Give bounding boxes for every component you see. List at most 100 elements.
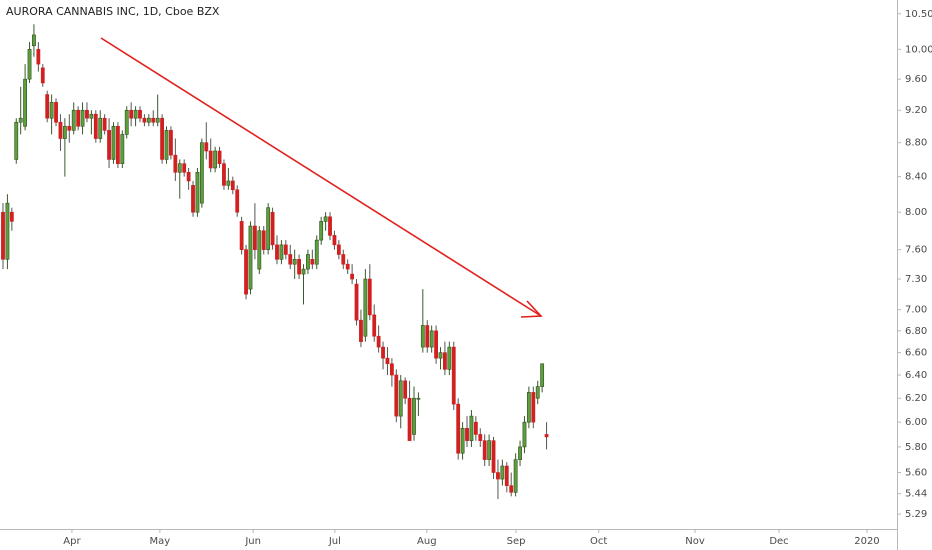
candle-body — [138, 109, 142, 119]
candle-body — [151, 117, 156, 123]
x-tick-label: Dec — [769, 536, 788, 547]
candle-body — [403, 380, 408, 399]
y-tick-label: 10.00 — [905, 44, 932, 55]
candle-body — [376, 335, 381, 348]
candle-body — [239, 221, 244, 250]
y-tick-label: 7.00 — [905, 305, 927, 316]
candle-body — [301, 268, 306, 275]
candle-body — [487, 440, 492, 460]
y-tick-label: 6.20 — [905, 393, 927, 404]
candle-body — [142, 117, 147, 123]
candle-body — [173, 154, 178, 173]
candle-body — [9, 211, 14, 222]
candle-body — [222, 163, 226, 186]
candle-body — [336, 244, 341, 255]
candle-body — [332, 235, 337, 246]
candle-body — [531, 392, 536, 423]
x-tick-label: Nov — [685, 536, 705, 547]
candle-body — [535, 386, 540, 399]
candle-body — [98, 117, 103, 139]
candle-body — [482, 440, 487, 460]
candle-body — [36, 49, 41, 65]
candle-body — [288, 254, 293, 265]
candle-body — [504, 465, 509, 486]
trend-arrow — [100, 37, 542, 317]
candle-body — [230, 180, 235, 191]
candle-body — [323, 216, 328, 222]
x-tick-label: Jul — [328, 536, 341, 547]
candle-body — [297, 259, 301, 275]
candle-body — [518, 446, 522, 460]
candle-body — [261, 230, 266, 250]
candle-body — [496, 472, 500, 480]
candle-body — [146, 117, 151, 123]
candle-body — [266, 207, 271, 250]
candle-body — [14, 121, 19, 160]
candle-body — [513, 459, 518, 493]
candle-body — [447, 346, 452, 370]
candle-body — [133, 109, 138, 119]
candle-body — [345, 263, 350, 270]
candle-body — [425, 325, 430, 348]
candle-body — [107, 130, 111, 160]
candle-body — [275, 244, 279, 260]
y-tick-label: 7.30 — [905, 274, 927, 285]
candle-body — [509, 485, 514, 493]
candle-body — [416, 397, 421, 400]
candle-body — [244, 249, 248, 295]
x-tick-label: Apr — [63, 536, 81, 547]
y-tick-label: 6.40 — [905, 370, 927, 381]
candle-body — [465, 427, 469, 441]
y-tick-label: 8.80 — [905, 138, 927, 149]
y-tick-label: 6.80 — [905, 326, 927, 337]
candle-body — [491, 440, 496, 473]
candle-body — [32, 34, 36, 47]
candle-body — [160, 117, 164, 160]
candle-body — [310, 259, 315, 265]
y-tick-label: 10.50 — [905, 9, 932, 20]
candle-body — [5, 202, 10, 260]
candle-body — [341, 254, 346, 265]
candle-body — [429, 330, 434, 348]
candle-body — [235, 189, 240, 213]
candle-body — [460, 427, 465, 454]
candle-body — [199, 142, 204, 204]
candle-body — [169, 130, 173, 156]
candle-body — [155, 117, 160, 123]
candle-body — [208, 150, 213, 169]
candle-body — [350, 273, 355, 280]
candle-body — [23, 78, 28, 127]
candle-body — [354, 283, 359, 321]
candle-body — [270, 211, 275, 246]
candle-body — [71, 109, 76, 131]
candle-body — [544, 434, 549, 438]
candle-body — [367, 278, 372, 316]
candle-body — [412, 397, 416, 435]
candle-body — [45, 94, 50, 119]
candle-body — [469, 415, 474, 441]
x-tick-label: May — [150, 536, 171, 547]
candle-body — [451, 346, 456, 405]
candle-body — [195, 171, 200, 213]
y-tick-label: 5.29 — [905, 509, 927, 520]
candle-body — [89, 113, 94, 119]
candle-body — [473, 421, 478, 435]
candle-body — [1, 211, 5, 260]
x-tick-label: Jun — [244, 536, 261, 547]
y-tick-label: 5.80 — [905, 442, 927, 453]
y-tick-label: 8.40 — [905, 172, 927, 183]
candle-body — [62, 125, 67, 139]
candle-body — [319, 221, 324, 241]
x-tick-label: 2020 — [854, 536, 879, 547]
candle-body — [389, 363, 394, 376]
x-tick-label: Aug — [417, 536, 437, 547]
candle-body — [381, 346, 385, 359]
candle-body — [407, 397, 412, 441]
candle-body — [443, 352, 447, 370]
candle-body — [363, 278, 368, 337]
candle-body — [85, 109, 89, 119]
candle-body — [434, 330, 438, 359]
candle-body — [500, 465, 505, 480]
